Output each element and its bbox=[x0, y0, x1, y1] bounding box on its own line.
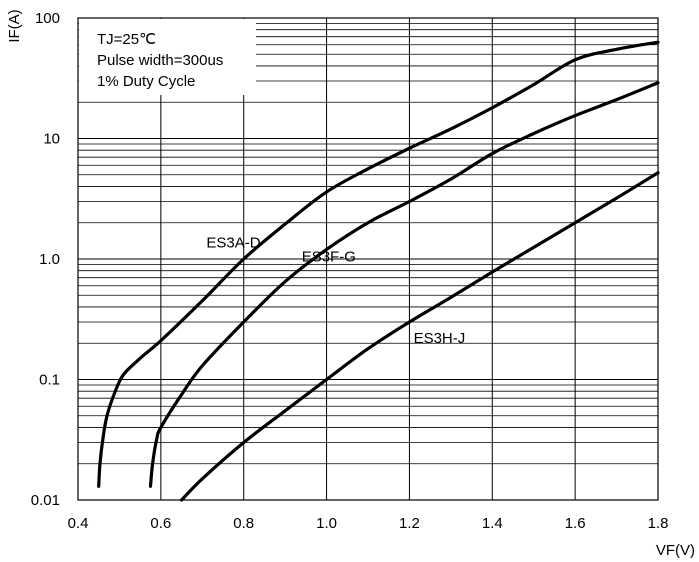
x-tick-label: 0.8 bbox=[233, 515, 254, 532]
y-tick-labels: 0.01 0.1 1.0 10 100 bbox=[31, 10, 60, 509]
annotation-box bbox=[79, 19, 256, 95]
x-tick-label: 0.6 bbox=[150, 515, 171, 532]
series-label: ES3F-G bbox=[302, 249, 356, 266]
x-tick-label: 1.8 bbox=[648, 515, 669, 532]
series-label: ES3A-D bbox=[206, 234, 260, 251]
y-axis-label: IF(A) bbox=[6, 9, 23, 42]
x-tick-label: 1.2 bbox=[399, 515, 420, 532]
x-tick-labels: 0.4 0.6 0.8 1.0 1.2 1.4 1.6 1.8 bbox=[68, 515, 669, 532]
curves bbox=[97, 40, 660, 502]
annotation-line: 1% Duty Cycle bbox=[97, 73, 195, 90]
annotation-line: Pulse width=300us bbox=[97, 52, 223, 69]
series-label: ES3H-J bbox=[414, 330, 466, 347]
x-tick-label: 1.0 bbox=[316, 515, 337, 532]
x-axis-label: VF(V) bbox=[656, 542, 695, 559]
x-tick-label: 1.4 bbox=[482, 515, 503, 532]
series-line-es3a-d bbox=[97, 40, 660, 488]
y-tick-label: 0.01 bbox=[31, 492, 60, 509]
series-line-es3h-j bbox=[179, 171, 660, 502]
annotations: TJ=25℃ Pulse width=300us 1% Duty Cycle bbox=[97, 31, 223, 90]
series-labels: ES3A-D ES3F-G ES3H-J bbox=[206, 234, 465, 347]
x-tick-label: 0.4 bbox=[68, 515, 89, 532]
y-tick-label: 0.1 bbox=[39, 372, 60, 389]
series-line-es3f-g bbox=[148, 81, 660, 488]
y-tick-label: 1.0 bbox=[39, 251, 60, 268]
plot-frame bbox=[77, 17, 659, 501]
annotation-line: TJ=25℃ bbox=[97, 31, 156, 48]
y-tick-label: 100 bbox=[35, 10, 60, 27]
y-tick-label: 10 bbox=[43, 131, 60, 148]
x-tick-label: 1.6 bbox=[565, 515, 586, 532]
